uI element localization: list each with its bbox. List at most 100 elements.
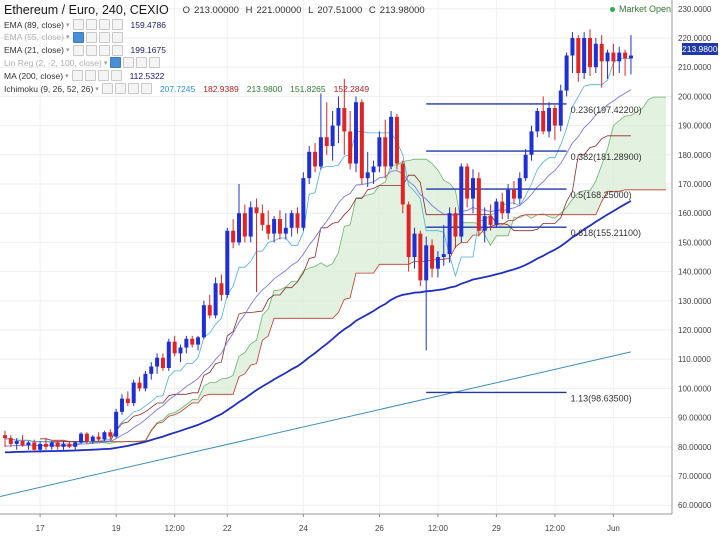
candle-body [406,204,411,257]
candle-body [84,433,89,441]
candle-body [143,373,148,389]
cloud-area [40,97,667,444]
close-icon[interactable] [149,57,161,69]
candle-body [160,357,165,368]
eye-icon[interactable] [71,70,83,82]
candle-body [49,442,54,447]
settings-icon[interactable] [84,70,96,82]
candle-body [289,213,294,228]
candle-body [430,245,435,269]
x-tick-label: Jun [607,524,620,533]
indicator-value: 112.5322 [129,70,165,81]
indicator-value: 159.4786 [130,19,166,30]
candle-body [348,131,353,164]
x-tick-label: 17 [36,524,45,533]
add-icon[interactable] [97,70,109,82]
settings-icon[interactable] [85,44,97,56]
indicator-row[interactable]: Lin Reg (2, -2, 100, close) ▾ [4,57,168,69]
senkou-span-a-line [40,96,666,444]
add-icon[interactable] [127,83,139,94]
add-icon[interactable] [136,57,148,69]
close-icon[interactable] [111,19,123,30]
candlesticks [3,29,633,453]
candle-body [383,137,388,167]
candle-body [500,201,505,214]
settings-icon[interactable] [85,31,97,43]
close-icon[interactable] [111,31,123,43]
y-tick-label: 70.00000 [678,472,712,481]
y-tick-label: 130.0000 [678,297,712,306]
eye-icon[interactable] [72,44,84,56]
add-icon[interactable] [98,31,110,43]
candle-body [418,233,423,281]
y-tick-label: 180.0000 [678,151,712,160]
candle-body [55,442,60,447]
candle-body [517,178,522,199]
eye-icon[interactable] [101,83,113,94]
indicator-controls [72,44,123,56]
indicator-value: 182.9389 [203,83,239,94]
eye-icon[interactable] [72,31,84,43]
y-tick-label: 190.0000 [678,122,712,131]
chevron-down-icon[interactable]: ▾ [66,47,70,55]
candle-body [441,254,446,257]
indicator-label: EMA (89, close) [4,19,64,30]
candle-body [32,442,37,450]
candle-body [564,55,569,91]
candle-body [511,189,516,199]
y-tick-label: 60.00000 [678,501,712,510]
eye-icon[interactable] [72,19,84,30]
candle-body [617,52,622,62]
chevron-down-icon[interactable]: ▾ [66,34,70,42]
candle-body [506,189,511,214]
x-tick-label: 12:00 [545,524,566,533]
candle-body [108,432,113,437]
ohlc-low: 207.51000 [317,4,363,16]
y-tick-label: 220.0000 [678,34,712,43]
ema-89-line [4,200,632,454]
candle-body [184,338,189,348]
y-tick-label: 170.0000 [678,180,712,189]
indicator-row[interactable]: EMA (55, close) ▾ [4,31,131,43]
candle-body [172,341,177,354]
add-icon[interactable] [98,44,110,56]
candle-body [623,52,628,59]
indicator-row[interactable]: Ichimoku (9, 26, 52, 26) ▾ 207.7245 182.938… [4,83,377,94]
add-icon[interactable] [98,19,110,30]
chevron-down-icon[interactable]: ▾ [66,21,70,29]
candle-body [628,55,633,59]
candle-body [20,440,25,446]
candle-body [242,213,247,237]
chevron-down-icon[interactable]: ▾ [95,85,99,93]
candle-body [318,137,323,167]
chevron-down-icon[interactable]: ▾ [103,59,108,67]
close-icon[interactable] [110,70,122,82]
indicator-row[interactable]: MA (200, close) ▾ 112.5322 [4,70,172,82]
indicator-controls [101,83,152,94]
close-icon[interactable] [111,44,123,56]
ema-21-line [4,89,632,447]
candle-body [529,131,534,155]
indicator-label: EMA (21, close) [4,45,64,56]
settings-icon[interactable] [114,83,126,94]
indicator-row[interactable]: EMA (89, close) ▾ 159.4786 [4,19,174,30]
candle-body [125,398,130,404]
fib-level-label: 0.236(197.42200) [571,105,642,115]
close-icon[interactable] [140,83,152,94]
tenkan-line [5,58,631,446]
settings-icon[interactable] [85,19,97,30]
indicator-controls [71,70,122,82]
indicator-value: 152.2849 [333,83,370,94]
candle-body [389,116,394,167]
candle-body [14,440,19,444]
chevron-down-icon[interactable]: ▾ [65,72,69,80]
candle-body [96,436,101,440]
settings-icon[interactable] [123,57,135,69]
candle-body [400,163,405,205]
y-tick-label: 110.0000 [678,355,711,364]
indicator-value: 151.8265 [290,83,326,94]
indicator-row[interactable]: EMA (21, close) ▾ 199.1675 [4,44,174,56]
y-tick-label: 210.0000 [678,63,712,72]
eye-icon[interactable] [110,57,122,69]
